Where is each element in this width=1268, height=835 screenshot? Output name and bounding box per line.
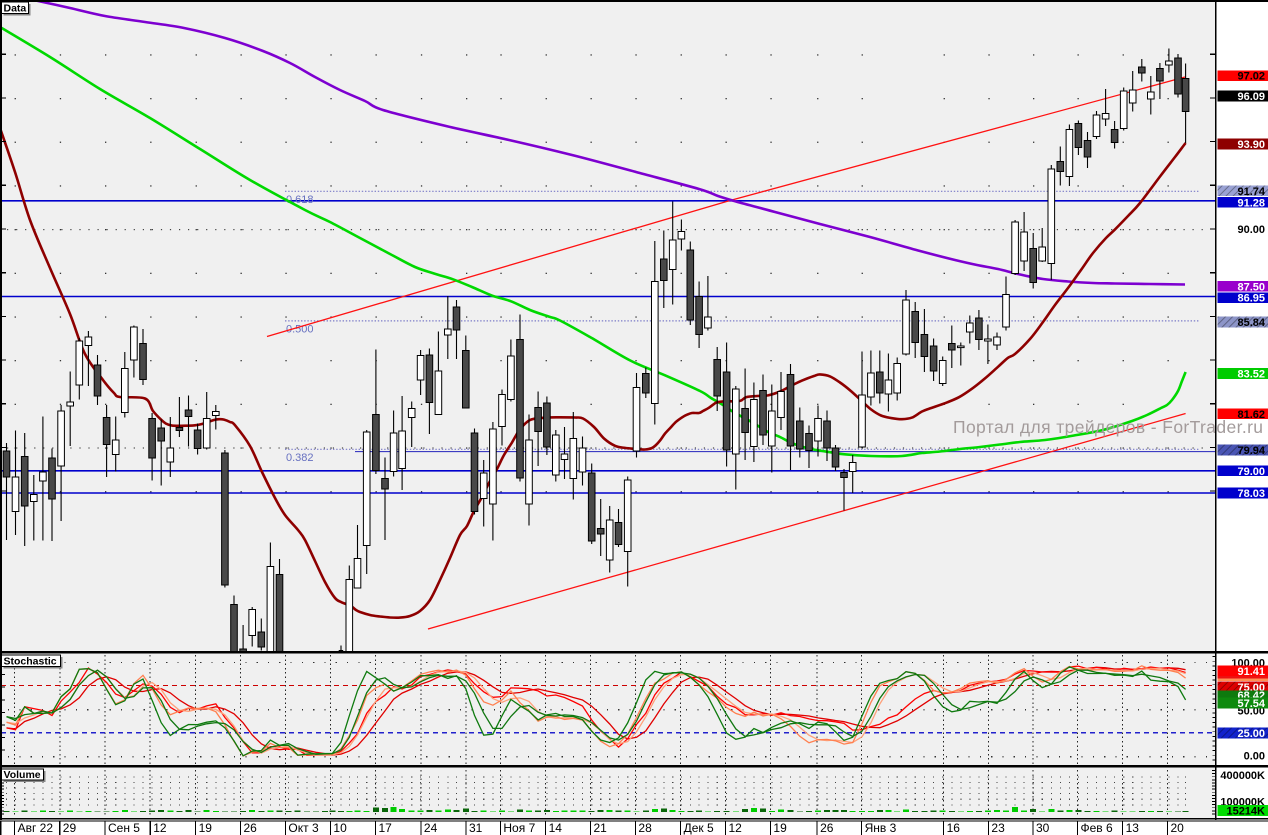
svg-text:19: 19 [773, 821, 787, 835]
svg-text:13: 13 [1126, 821, 1140, 835]
svg-text:0.618: 0.618 [286, 194, 314, 206]
svg-text:Янв 3: Янв 3 [865, 821, 897, 835]
svg-text:21: 21 [594, 821, 608, 835]
svg-text:12: 12 [729, 821, 743, 835]
svg-text:26: 26 [244, 821, 258, 835]
svg-text:91.28: 91.28 [1237, 197, 1265, 209]
svg-text:31: 31 [469, 821, 483, 835]
svg-text:Авг 22: Авг 22 [18, 821, 54, 835]
svg-text:57.54: 57.54 [1237, 698, 1265, 710]
svg-text:Фев 6: Фев 6 [1081, 821, 1114, 835]
svg-text:14: 14 [549, 821, 563, 835]
svg-text:400000K: 400000K [1220, 770, 1265, 782]
svg-text:Volume: Volume [4, 769, 41, 781]
svg-text:97.02: 97.02 [1237, 71, 1265, 83]
svg-text:Окт 3: Окт 3 [288, 821, 319, 835]
svg-text:83.52: 83.52 [1237, 369, 1265, 381]
svg-text:Портал для трейдеров - ForTrad: Портал для трейдеров - ForTrader.ru [953, 417, 1263, 437]
svg-text:29: 29 [63, 821, 77, 835]
svg-text:Сен 5: Сен 5 [108, 821, 140, 835]
svg-text:90.00: 90.00 [1237, 224, 1265, 236]
svg-text:79.00: 79.00 [1237, 466, 1265, 478]
svg-text:28: 28 [638, 821, 652, 835]
svg-text:91.41: 91.41 [1237, 666, 1265, 678]
svg-text:19: 19 [199, 821, 213, 835]
svg-text:Ноя 7: Ноя 7 [503, 821, 535, 835]
svg-text:20: 20 [1171, 821, 1185, 835]
svg-text:16: 16 [947, 821, 961, 835]
svg-text:93.90: 93.90 [1237, 139, 1265, 151]
svg-text:0.00: 0.00 [1244, 751, 1265, 763]
svg-text:30: 30 [1036, 821, 1050, 835]
svg-text:26: 26 [820, 821, 834, 835]
svg-text:79.94: 79.94 [1237, 445, 1265, 457]
svg-text:12: 12 [153, 821, 167, 835]
svg-text:96.09: 96.09 [1237, 91, 1265, 103]
svg-text:85.84: 85.84 [1237, 317, 1265, 329]
svg-text:0.382: 0.382 [286, 452, 314, 464]
svg-text:87.50: 87.50 [1237, 281, 1265, 293]
svg-text:Дек 5: Дек 5 [684, 821, 714, 835]
svg-text:91.74: 91.74 [1237, 186, 1265, 198]
svg-text:24: 24 [424, 821, 438, 835]
svg-text:78.03: 78.03 [1237, 488, 1265, 500]
svg-text:Data: Data [4, 2, 27, 14]
svg-text:81.62: 81.62 [1237, 409, 1265, 421]
svg-text:0.500: 0.500 [286, 323, 314, 335]
svg-text:86.95: 86.95 [1237, 293, 1265, 305]
svg-text:10: 10 [333, 821, 347, 835]
svg-text:23: 23 [991, 821, 1005, 835]
svg-text:15214K: 15214K [1226, 806, 1265, 818]
svg-text:Stochastic: Stochastic [4, 655, 57, 667]
svg-text:17: 17 [379, 821, 393, 835]
svg-text:25.00: 25.00 [1237, 728, 1265, 740]
